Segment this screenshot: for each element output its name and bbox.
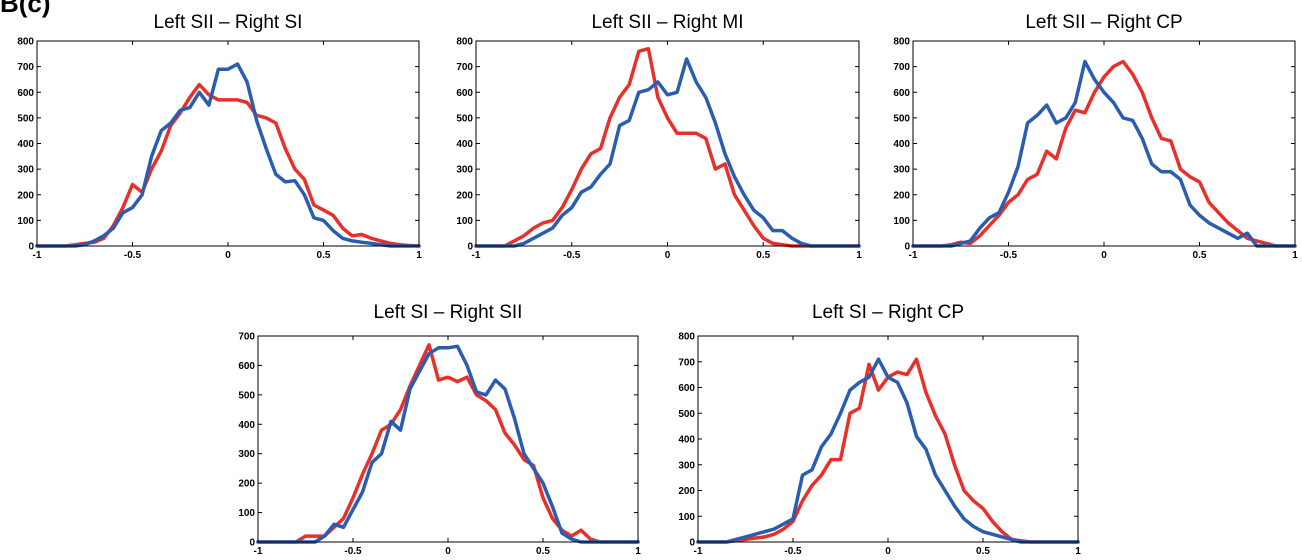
x-tick-label: -0.5 (1000, 250, 1018, 261)
x-tick-label: 0.5 (756, 250, 770, 261)
y-tick-label: 200 (238, 479, 255, 490)
y-tick-label: 0 (249, 538, 255, 549)
series-line-red (35, 82, 421, 248)
axes-box (257, 335, 639, 543)
x-tick-label: 0 (1101, 250, 1107, 261)
y-tick-label: 0 (467, 242, 473, 253)
series-line-blue (35, 62, 421, 248)
y-tick-label: 700 (238, 332, 255, 343)
series-line-blue (256, 344, 640, 544)
y-tick-label: 800 (678, 332, 695, 343)
y-tick-label: 800 (17, 37, 34, 48)
y-tick-label: 800 (893, 37, 910, 48)
y-tick-label: 500 (893, 113, 910, 124)
y-tick-label: 300 (456, 165, 473, 176)
y-tick-label: 0 (689, 538, 695, 549)
x-tick-label: -1 (909, 250, 918, 261)
series-line-red (256, 343, 640, 544)
y-tick-label: 500 (678, 409, 695, 420)
chart-5: Left SI – Right CP 0 100 200 300 400 500 600 700… (678, 302, 1081, 557)
y-tick-label: 100 (238, 508, 255, 519)
chart-title: Left SII – Right SI (154, 12, 303, 33)
x-tick-label: -0.5 (344, 546, 362, 557)
y-tick-label: 400 (456, 139, 473, 150)
x-tick-label: 0.5 (317, 250, 331, 261)
y-tick-label: 500 (17, 113, 34, 124)
y-tick-label: 500 (238, 390, 255, 401)
y-tick-label: 400 (893, 139, 910, 150)
y-tick-label: 600 (456, 88, 473, 99)
y-tick-label: 100 (456, 216, 473, 227)
series-line-red (474, 46, 861, 248)
y-tick-label: 0 (28, 242, 34, 253)
y-tick-label: 600 (893, 88, 910, 99)
y-tick-label: 400 (238, 420, 255, 431)
x-tick-label: -1 (254, 546, 263, 557)
y-tick-label: 700 (17, 62, 34, 73)
chart-4: Left SI – Right SII 0 100 200 300 400 500 600 70… (238, 302, 641, 557)
x-tick-label: 1 (416, 250, 422, 261)
x-tick-label: 1 (1075, 546, 1081, 557)
series-line-red (911, 59, 1297, 248)
x-tick-label: 1 (1292, 250, 1298, 261)
chart-1: Left SII – Right SI 0 100 200 300 400 500 600 70… (17, 12, 422, 261)
y-tick-label: 400 (678, 435, 695, 446)
x-tick-label: 1 (635, 546, 641, 557)
x-tick-label: 0 (885, 546, 891, 557)
x-tick-label: 1 (856, 250, 862, 261)
y-tick-label: 200 (17, 190, 34, 201)
x-tick-label: -1 (33, 250, 42, 261)
y-tick-label: 300 (893, 165, 910, 176)
series-line-blue (911, 59, 1297, 248)
x-tick-label: 0 (445, 546, 451, 557)
axes-box (36, 40, 420, 247)
chart-title: Left SII – Right CP (1025, 12, 1182, 33)
chart-3: Left SII – Right CP 0 100 200 300 400 500 600 70… (893, 12, 1298, 261)
x-tick-label: -1 (472, 250, 481, 261)
y-tick-label: 300 (678, 460, 695, 471)
y-tick-label: 100 (678, 512, 695, 523)
x-tick-label: -0.5 (563, 250, 581, 261)
chart-title: Left SI – Right CP (812, 302, 964, 323)
x-tick-label: 0.5 (1193, 250, 1207, 261)
y-tick-label: 700 (893, 62, 910, 73)
y-tick-label: 600 (238, 361, 255, 372)
chart-2: Left SII – Right MI 0 100 200 300 400 500 600 70… (456, 12, 862, 261)
x-tick-label: -1 (694, 546, 703, 557)
y-tick-label: 200 (456, 190, 473, 201)
chart-title: Left SI – Right SII (374, 302, 523, 323)
y-tick-label: 700 (678, 357, 695, 368)
chart-title: Left SII – Right MI (591, 12, 743, 33)
y-tick-label: 600 (17, 88, 34, 99)
y-tick-label: 400 (17, 139, 34, 150)
x-tick-label: -0.5 (124, 250, 142, 261)
y-tick-label: 200 (678, 486, 695, 497)
series-line-red (696, 357, 1080, 544)
series-line-blue (696, 357, 1080, 544)
axes-box (912, 40, 1296, 247)
y-tick-label: 500 (456, 113, 473, 124)
y-tick-label: 100 (17, 216, 34, 227)
y-tick-label: 0 (904, 242, 910, 253)
x-tick-label: 0 (665, 250, 671, 261)
y-tick-label: 300 (17, 165, 34, 176)
y-tick-label: 600 (678, 383, 695, 394)
axes-box (475, 40, 860, 247)
x-tick-label: 0 (225, 250, 231, 261)
x-tick-label: 0.5 (976, 546, 990, 557)
y-tick-label: 300 (238, 449, 255, 460)
axes-box (697, 335, 1079, 543)
y-tick-label: 200 (893, 190, 910, 201)
y-tick-label: 700 (456, 62, 473, 73)
panel-label: B(c) (0, 0, 51, 18)
x-tick-label: -0.5 (784, 546, 802, 557)
y-tick-label: 800 (456, 37, 473, 48)
series-line-blue (474, 57, 861, 248)
x-tick-label: 0.5 (536, 546, 550, 557)
y-tick-label: 100 (893, 216, 910, 227)
